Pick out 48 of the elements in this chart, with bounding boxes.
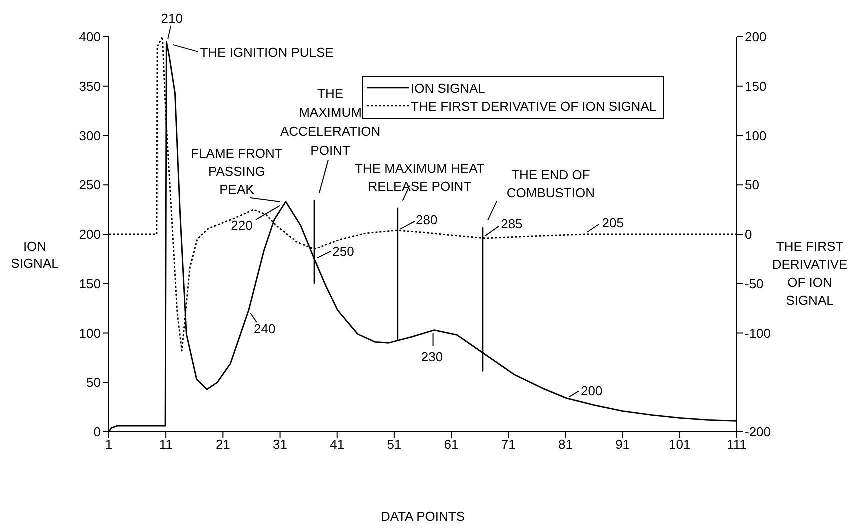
x-tick-label: 111 bbox=[727, 437, 747, 452]
y-tick-label: 250 bbox=[79, 178, 101, 193]
annotation: 280 bbox=[416, 212, 438, 228]
y-tick-label: 200 bbox=[79, 227, 101, 242]
x-tick-label: 101 bbox=[669, 437, 691, 452]
y2-tick-label: 150 bbox=[745, 78, 767, 94]
x-tick-label: 61 bbox=[444, 437, 459, 452]
y2-axis-title: THE FIRST DERIVATIVE OF ION SIGNAL bbox=[771, 238, 849, 310]
y2-tick-label: 200 bbox=[745, 30, 767, 45]
annotation: 240 bbox=[254, 321, 276, 336]
x-tick-label: 91 bbox=[616, 437, 630, 452]
y-tick-label: 0 bbox=[94, 424, 101, 440]
x-tick-label: 51 bbox=[387, 437, 402, 452]
annotation: 200 bbox=[581, 382, 603, 398]
annotation: 220 bbox=[231, 217, 253, 232]
legend-label: ION SIGNAL bbox=[411, 80, 486, 96]
x-tick-label: 21 bbox=[216, 437, 230, 452]
legend-label: THE FIRST DERIVATIVE OF ION SIGNAL bbox=[411, 98, 657, 114]
x-tick-label: 41 bbox=[330, 437, 345, 452]
annotation: FLAME FRONT PASSING PEAK bbox=[191, 145, 283, 196]
y-tick-label: 50 bbox=[86, 375, 101, 390]
annotation: THE MAXIMUM ACCELERATION POINT bbox=[280, 85, 381, 158]
annotation: THE END OF COMBUSTION bbox=[506, 167, 596, 200]
x-tick-label: 71 bbox=[501, 437, 516, 452]
x-tick-label: 1 bbox=[105, 437, 113, 452]
annotation: 210 bbox=[161, 10, 183, 26]
y2-tick-label: -50 bbox=[745, 276, 764, 292]
y2-tick-label: 100 bbox=[745, 128, 767, 144]
x-axis-title: DATA POINTS bbox=[380, 509, 466, 524]
x-tick-label: 11 bbox=[159, 437, 173, 452]
x-tick-label: 81 bbox=[558, 437, 573, 452]
annotation: 250 bbox=[332, 244, 354, 259]
annotation: 205 bbox=[602, 215, 624, 230]
y2-tick-label: 0 bbox=[745, 227, 752, 242]
y-tick-label: 350 bbox=[79, 78, 101, 94]
annotation: THE IGNITION PULSE bbox=[200, 44, 334, 60]
y-axis-title: ION SIGNAL bbox=[10, 238, 60, 272]
y2-tick-label: -200 bbox=[745, 424, 772, 440]
annotation: 285 bbox=[501, 216, 523, 231]
y2-tick-label: -100 bbox=[745, 326, 772, 341]
annotation: 230 bbox=[421, 348, 444, 364]
y-tick-label: 100 bbox=[79, 326, 101, 341]
y2-tick-label: 50 bbox=[745, 178, 760, 193]
y-tick-label: 400 bbox=[79, 30, 101, 45]
y-tick-label: 300 bbox=[79, 128, 101, 144]
annotation: THE MAXIMUM HEAT RELEASE POINT bbox=[354, 160, 485, 194]
y-tick-label: 150 bbox=[79, 276, 101, 292]
x-tick-label: 31 bbox=[273, 437, 288, 452]
